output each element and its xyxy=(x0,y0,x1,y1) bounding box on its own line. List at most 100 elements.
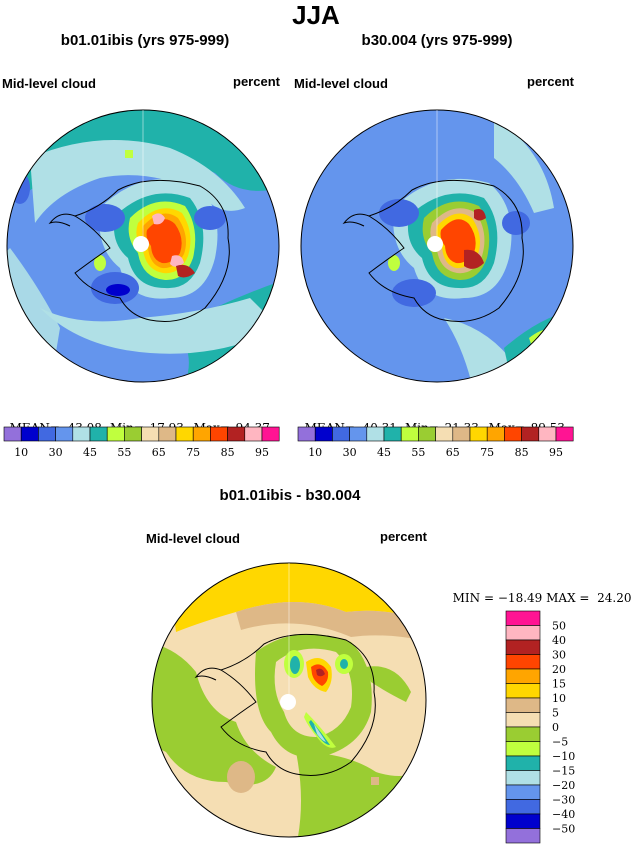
colorbar-tick-label: 5 xyxy=(552,707,559,720)
panel-1-colorbar: 10 30 45 55 65 75 85 95 xyxy=(3,426,280,459)
colorbar-swatch xyxy=(505,625,541,641)
colorbar-swatch xyxy=(505,741,541,757)
panel-3-stats: MIN = −18.49 MAX = 24.20 xyxy=(445,577,632,605)
colorbar-swatch xyxy=(505,654,541,670)
colorbar-tick-label: 15 xyxy=(552,678,566,691)
colorbar-swatch xyxy=(486,426,505,442)
colorbar-swatch xyxy=(505,813,541,829)
colorbar-swatch xyxy=(210,426,228,442)
colorbar-tick-label: 20 xyxy=(552,663,566,676)
colorbar-tick-label: 45 xyxy=(83,446,97,459)
colorbar-swatch xyxy=(505,697,541,713)
colorbar-tick-label: 75 xyxy=(480,446,494,459)
colorbar-swatch xyxy=(20,426,39,442)
max-label: MAX = xyxy=(546,591,590,605)
colorbar-tick-label: −15 xyxy=(552,765,575,778)
colorbar-tick-label: −50 xyxy=(552,823,575,836)
colorbar-tick-label: 85 xyxy=(515,446,529,459)
colorbar-tick-label: −5 xyxy=(552,736,568,749)
colorbar-swatch xyxy=(175,426,194,442)
panel-2-units-label: percent xyxy=(527,74,574,89)
colorbar-tick-label: 0 xyxy=(552,721,559,734)
colorbar-tick-label: 30 xyxy=(552,649,566,662)
colorbar-swatch xyxy=(141,426,160,442)
colorbar-tick-label: 45 xyxy=(377,446,391,459)
colorbar-swatch xyxy=(261,426,280,442)
colorbar-tick-label: 55 xyxy=(411,446,425,459)
colorbar-tick-label: 55 xyxy=(117,446,131,459)
colorbar-swatch xyxy=(314,426,333,442)
colorbar-swatch xyxy=(332,426,350,442)
colorbar-swatch xyxy=(55,426,74,442)
colorbar-swatch xyxy=(505,668,541,684)
colorbar-tick-label: 30 xyxy=(343,446,357,459)
colorbar-swatch xyxy=(505,755,541,771)
colorbar-tick-label: 40 xyxy=(552,634,566,647)
colorbar-swatch xyxy=(505,770,541,786)
colorbar-swatch xyxy=(124,426,142,442)
colorbar-swatch xyxy=(192,426,211,442)
panel-2-map xyxy=(300,109,574,383)
colorbar-swatch xyxy=(89,426,108,442)
colorbar-tick-label: 50 xyxy=(552,620,566,633)
max-value: 24.20 xyxy=(597,591,632,605)
colorbar-tick-label: −10 xyxy=(552,750,575,763)
colorbar-swatch xyxy=(505,726,541,742)
panel-3-units-label: percent xyxy=(380,529,427,544)
colorbar-swatch xyxy=(504,426,522,442)
colorbar-tick-label: 10 xyxy=(308,446,322,459)
colorbar-swatch xyxy=(435,426,454,442)
colorbar-swatch xyxy=(158,426,177,442)
min-label: MIN = xyxy=(452,591,495,605)
colorbar-tick-label: −40 xyxy=(552,808,575,821)
colorbar-tick-label: 85 xyxy=(221,446,235,459)
colorbar-swatch xyxy=(72,426,91,442)
colorbar-tick-label: −20 xyxy=(552,779,575,792)
panel-1-variable-label: Mid-level cloud xyxy=(2,76,96,91)
colorbar-swatch xyxy=(418,426,436,442)
colorbar-swatch xyxy=(297,426,316,442)
colorbar-swatch xyxy=(505,799,541,815)
colorbar-tick-label: 95 xyxy=(255,446,269,459)
panel-1-map xyxy=(6,109,280,383)
colorbar-tick-label: 65 xyxy=(446,446,460,459)
colorbar-tick-label: 65 xyxy=(152,446,166,459)
colorbar-swatch xyxy=(505,610,541,626)
panel-3-title: b01.01ibis - b30.004 xyxy=(219,487,361,504)
colorbar-tick-label: 10 xyxy=(14,446,28,459)
colorbar-swatch xyxy=(227,426,246,442)
colorbar-swatch xyxy=(400,426,419,442)
panel-2-title: b30.004 (yrs 975-999) xyxy=(361,32,513,49)
colorbar-swatch xyxy=(106,426,125,442)
colorbar-swatch xyxy=(38,426,56,442)
colorbar-swatch xyxy=(555,426,574,442)
page-title: JJA xyxy=(292,0,340,30)
panel-3-variable-label: Mid-level cloud xyxy=(146,531,240,546)
colorbar-swatch xyxy=(366,426,385,442)
colorbar-tick-label: 10 xyxy=(552,692,566,705)
colorbar-swatch xyxy=(505,712,541,728)
min-value: −18.49 xyxy=(497,591,543,605)
colorbar-tick-label: −30 xyxy=(552,794,575,807)
colorbar-swatch xyxy=(538,426,557,442)
colorbar-swatch xyxy=(505,683,541,699)
panel-3-map xyxy=(151,562,427,838)
colorbar-swatch xyxy=(244,426,263,442)
colorbar-tick-label: 75 xyxy=(186,446,200,459)
panel-1-units-label: percent xyxy=(233,74,280,89)
colorbar-swatch xyxy=(505,639,541,655)
colorbar-swatch xyxy=(3,426,22,442)
panel-1-title: b01.01ibis (yrs 975-999) xyxy=(60,32,230,49)
colorbar-swatch xyxy=(383,426,402,442)
colorbar-tick-label: 95 xyxy=(549,446,563,459)
colorbar-tick-label: 30 xyxy=(49,446,63,459)
colorbar-swatch xyxy=(505,784,541,800)
colorbar-swatch xyxy=(349,426,368,442)
panel-2-colorbar: 10 30 45 55 65 75 85 95 xyxy=(297,426,574,459)
colorbar-swatch xyxy=(521,426,540,442)
panel-2-variable-label: Mid-level cloud xyxy=(294,76,388,91)
colorbar-swatch xyxy=(505,828,541,844)
colorbar-swatch xyxy=(469,426,488,442)
colorbar-swatch xyxy=(452,426,471,442)
